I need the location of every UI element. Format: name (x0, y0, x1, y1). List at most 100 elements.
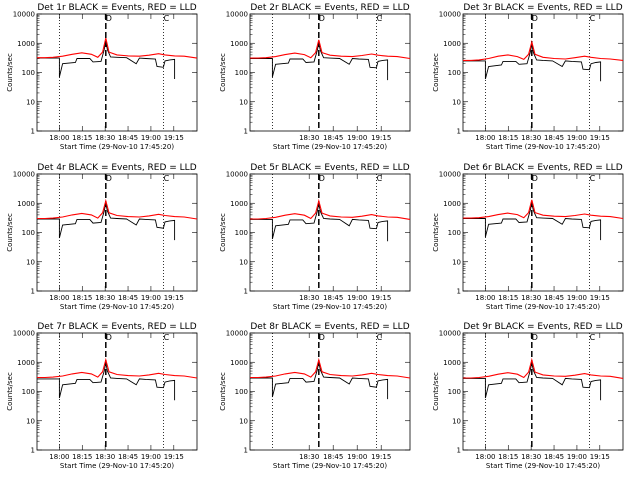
x-tick-label: 18:45 (323, 134, 343, 142)
x-tick-label: 19:15 (371, 294, 391, 302)
marker-label: C (590, 14, 596, 23)
x-tick-label: 18:30 (521, 134, 541, 142)
x-tick-label: 18:15 (498, 134, 518, 142)
y-axis-label: Counts/sec (6, 213, 14, 252)
x-tick-label: 19:00 (567, 294, 587, 302)
x-tick-label: 18:15 (72, 134, 92, 142)
marker-label: C (377, 174, 383, 183)
x-tick-label: 18:30 (521, 294, 541, 302)
plot-frame (36, 13, 198, 132)
lld-series-line (37, 198, 198, 220)
x-tick-label: 18:45 (544, 294, 564, 302)
y-tick-label: 1 (31, 288, 35, 296)
lld-series-line (463, 39, 624, 61)
events-series-line (463, 362, 602, 401)
panel-5: Det 5r BLACK = Events, RED = LLD 1 10 100 10… (219, 163, 411, 311)
y-tick-label: 10000 (439, 11, 461, 19)
panel-2: Det 2r BLACK = Events, RED = LLD 1 10 100 10… (219, 3, 411, 151)
y-axis-label: Counts/sec (432, 372, 440, 411)
y-tick-label: 1 (31, 128, 35, 136)
marker-label: D (106, 333, 112, 342)
x-tick-label: 18:30 (299, 294, 319, 302)
y-tick-label: 10 (452, 258, 461, 266)
y-axis-label: Counts/sec (219, 53, 227, 92)
x-tick-label: 18:15 (72, 294, 92, 302)
events-series-line (37, 203, 176, 241)
y-tick-label: 1000 (230, 40, 248, 48)
panel-title: Det 8r BLACK = Events, RED = LLD (250, 322, 409, 332)
marker-label: C (164, 333, 170, 342)
y-tick-label: 1000 (443, 200, 461, 208)
x-axis-label: Start Time (29-Nov-10 17:45:20) (273, 462, 387, 470)
y-tick-label: 10 (26, 98, 35, 106)
x-tick-label: 18:15 (72, 453, 92, 461)
x-tick-label: 18:30 (299, 134, 319, 142)
marker-label: D (532, 333, 538, 342)
lld-series-line (463, 357, 624, 379)
panel-title: Det 1r BLACK = Events, RED = LLD (37, 3, 196, 13)
y-tick-label: 100 (235, 388, 248, 396)
y-tick-label: 100 (235, 229, 248, 237)
marker-label: C (377, 14, 383, 23)
x-tick-label: 19:00 (141, 134, 161, 142)
events-series-line (250, 43, 389, 81)
x-axis-label: Start Time (29-Nov-10 17:45:20) (60, 303, 174, 311)
y-tick-label: 10 (239, 98, 248, 106)
y-tick-label: 1000 (443, 40, 461, 48)
plot-frame (462, 173, 624, 292)
x-tick-label: 18:45 (544, 453, 564, 461)
lld-series-line (37, 357, 198, 379)
x-tick-label: 18:45 (118, 134, 138, 142)
y-tick-label: 100 (22, 69, 35, 77)
y-tick-label: 10000 (439, 330, 461, 338)
y-tick-label: 1 (457, 288, 461, 296)
events-series-line (463, 44, 602, 82)
panel-8: Det 8r BLACK = Events, RED = LLD 1 10 100 10… (219, 322, 411, 470)
lld-series-line (463, 199, 624, 220)
x-tick-label: 18:00 (475, 453, 495, 461)
y-axis-label: Counts/sec (6, 372, 14, 411)
x-tick-label: 18:15 (498, 453, 518, 461)
y-tick-label: 1 (31, 447, 35, 455)
marker-label: C (590, 174, 596, 183)
y-tick-label: 1000 (443, 359, 461, 367)
x-tick-label: 19:00 (141, 453, 161, 461)
y-tick-label: 1000 (230, 200, 248, 208)
x-tick-label: 19:15 (164, 453, 184, 461)
x-tick-label: 18:45 (118, 453, 138, 461)
y-tick-label: 10000 (13, 330, 35, 338)
events-series-line (463, 203, 602, 241)
marker-label: D (532, 174, 538, 183)
y-tick-label: 10 (26, 417, 35, 425)
x-tick-label: 18:00 (49, 134, 69, 142)
panel-title: Det 4r BLACK = Events, RED = LLD (37, 163, 196, 173)
y-tick-label: 1 (244, 447, 248, 455)
y-tick-label: 10 (452, 417, 461, 425)
panel-9: Det 9r BLACK = Events, RED = LLD 1 10 100 10… (432, 322, 624, 470)
panel-title: Det 6r BLACK = Events, RED = LLD (463, 163, 622, 173)
marker-label: D (106, 14, 112, 23)
y-tick-label: 100 (448, 229, 461, 237)
x-tick-label: 18:30 (95, 294, 115, 302)
y-tick-label: 100 (22, 229, 35, 237)
x-tick-label: 19:15 (164, 294, 184, 302)
panel-6: Det 6r BLACK = Events, RED = LLD 1 10 100 10… (432, 163, 624, 311)
x-tick-label: 18:00 (49, 294, 69, 302)
x-tick-label: 19:00 (347, 453, 367, 461)
marker-label: D (319, 14, 325, 23)
x-axis-label: Start Time (29-Nov-10 17:45:20) (486, 143, 600, 151)
x-tick-label: 18:30 (95, 453, 115, 461)
panel-7: Det 7r BLACK = Events, RED = LLD 1 10 100 10… (6, 322, 198, 470)
y-tick-label: 10000 (439, 171, 461, 179)
x-axis-label: Start Time (29-Nov-10 17:45:20) (273, 143, 387, 151)
y-tick-label: 1000 (17, 200, 35, 208)
events-series-line (250, 362, 389, 400)
y-tick-label: 100 (448, 69, 461, 77)
x-tick-label: 18:45 (544, 134, 564, 142)
panel-title: Det 3r BLACK = Events, RED = LLD (463, 3, 622, 13)
x-axis-label: Start Time (29-Nov-10 17:45:20) (486, 462, 600, 470)
marker-label: C (590, 333, 596, 342)
x-axis-label: Start Time (29-Nov-10 17:45:20) (60, 462, 174, 470)
panel-title: Det 7r BLACK = Events, RED = LLD (37, 322, 196, 332)
